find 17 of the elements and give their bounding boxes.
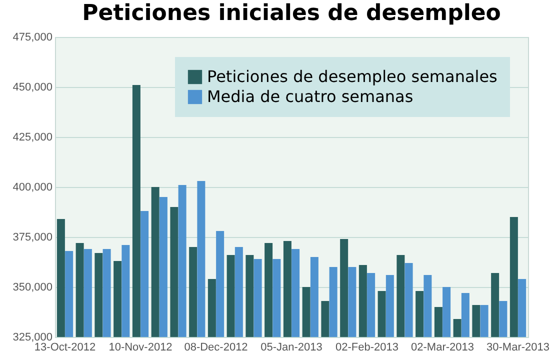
x-tick-label: 30-Mar-2013 (486, 342, 550, 354)
chart-title: Peticiones iniciales de desempleo (82, 1, 501, 26)
x-tick-label: 13-Oct-2012 (34, 342, 96, 354)
x-tick-label: 05-Jan-2013 (260, 342, 322, 354)
x-tick-label: 02-Mar-2013 (411, 342, 474, 354)
y-tick-label: 375,000 (12, 232, 52, 244)
x-tick-label: 02-Feb-2013 (336, 342, 398, 354)
y-tick-label: 475,000 (12, 32, 52, 44)
legend-label: Media de cuatro semanas (207, 87, 414, 106)
y-tick-label: 325,000 (12, 332, 52, 344)
legend-label: Peticiones de desempleo semanales (207, 67, 498, 86)
y-tick-label: 400,000 (12, 182, 52, 194)
x-tick-label: 10-Nov-2012 (108, 342, 172, 354)
y-tick-label: 425,000 (12, 132, 52, 144)
y-tick-label: 350,000 (12, 282, 52, 294)
y-tick-label: 450,000 (12, 82, 52, 94)
x-tick-label: 08-Dec-2012 (184, 342, 248, 354)
